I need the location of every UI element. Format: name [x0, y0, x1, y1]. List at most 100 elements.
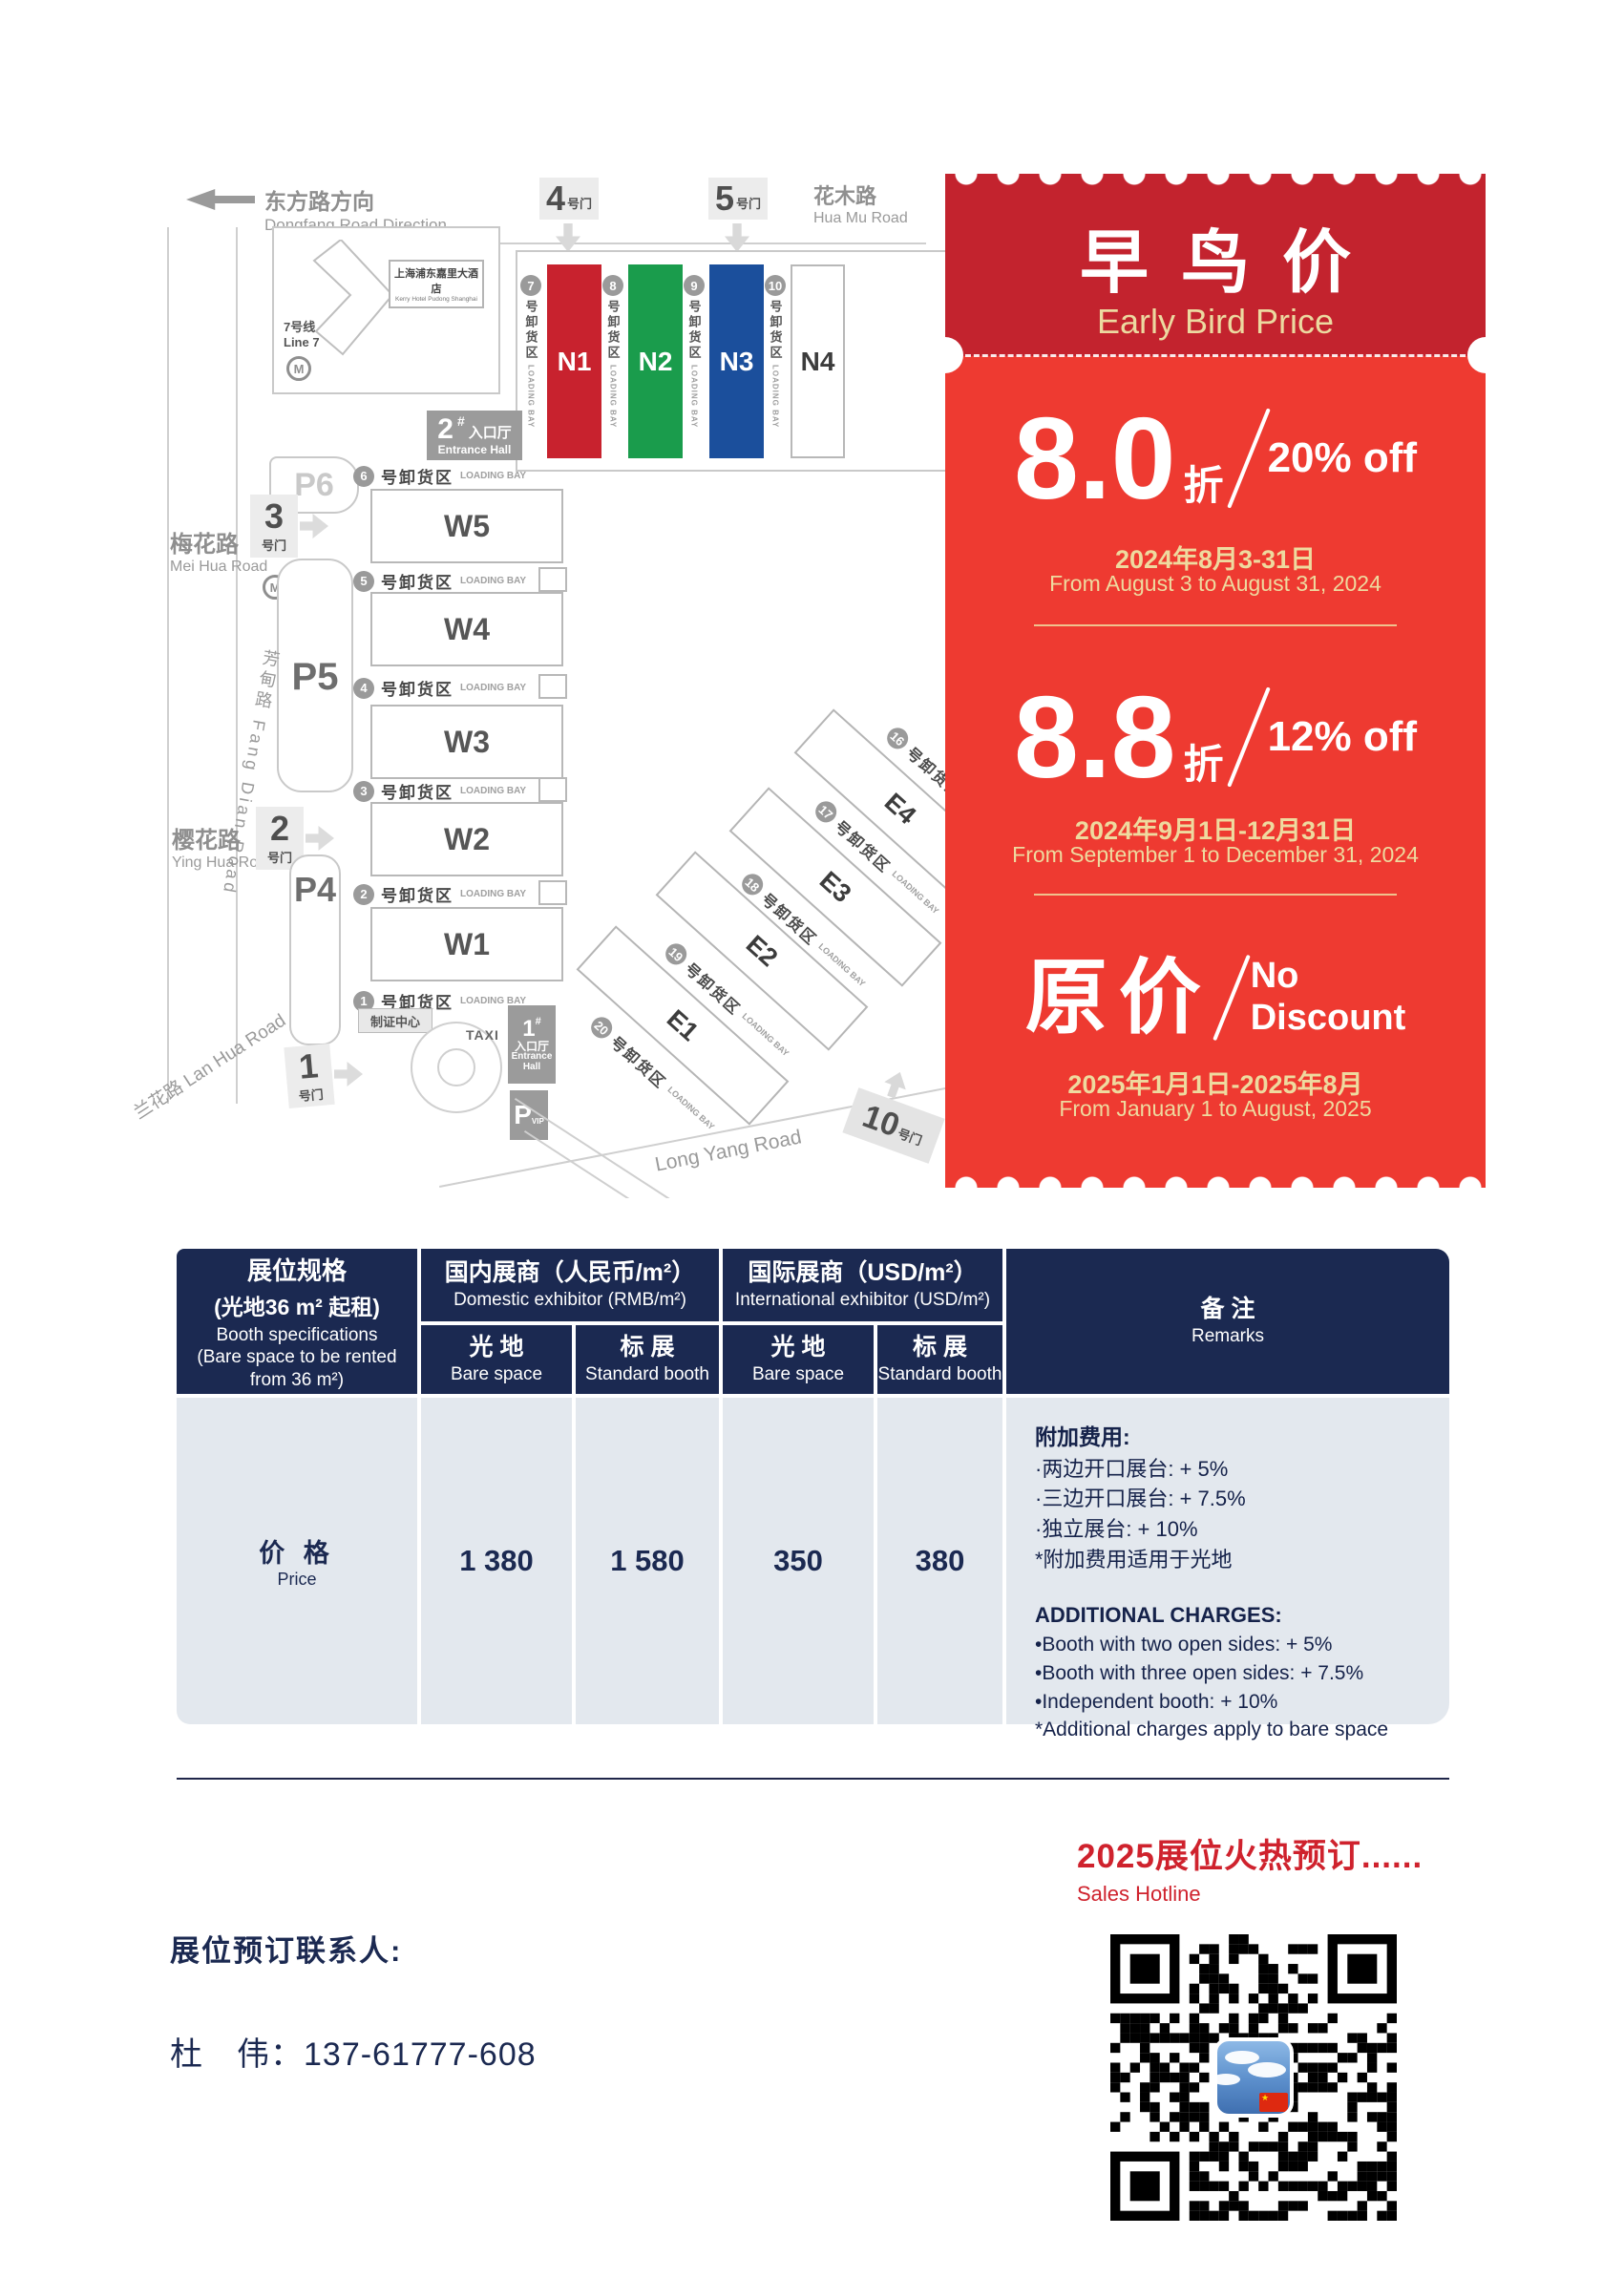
- price-label-zh: 价 格: [259, 1539, 335, 1568]
- remarks-zh-title: 附加费用:: [1035, 1424, 1130, 1449]
- hall-label: W3: [444, 724, 490, 759]
- loading-bay-1: 1 号卸货区 LOADING BAY: [353, 989, 526, 1013]
- tier2-date-zh: 2024年9月1日-12月31日: [1074, 816, 1357, 845]
- hall-label: W4: [444, 611, 490, 646]
- metro-line-zh: 7号线: [284, 320, 316, 334]
- parking-label: P4: [293, 870, 337, 909]
- metro-line-en: Line 7: [284, 334, 320, 349]
- gate-suffix: 号门: [567, 196, 593, 211]
- bay-label-zh: 号卸货区: [381, 784, 453, 802]
- entrance-row: 1 #: [522, 1015, 541, 1042]
- bay-number: 10: [765, 275, 786, 296]
- certificate-center: 制证中心: [358, 1008, 432, 1033]
- tier3-row: 原价 No Discount: [945, 945, 1486, 1050]
- early-bird-ticket: 早鸟价 Early Bird Price 8.0 折 20% off 2024年…: [927, 174, 1504, 1188]
- hall-w3: W3: [370, 705, 563, 779]
- sales-hotline-block: 2025展位火热预订...... Sales Hotline: [1077, 1829, 1423, 1907]
- loading-bay-2: 2 号卸货区 LOADING BAY: [353, 882, 526, 906]
- tier2-discount: 8.8: [1013, 672, 1176, 802]
- parking-vip-sub: VIP: [531, 1117, 544, 1127]
- bay-number: 5: [353, 570, 374, 592]
- subcol-en: Bare space: [450, 1363, 543, 1384]
- bay-number: 6: [353, 465, 374, 487]
- entrance-number: 2: [437, 412, 453, 445]
- bay-number: 4: [353, 677, 374, 699]
- ticket-scallop-top: [945, 174, 1486, 188]
- bay-number: 2: [353, 883, 374, 905]
- right-arrow-icon: [334, 1062, 363, 1086]
- tier3-no-discount: No Discount: [1251, 956, 1406, 1039]
- bay-label-en: LOADING BAY: [665, 1085, 717, 1132]
- hall-w1: W1: [370, 907, 563, 981]
- bay-label-zh: 号卸货区: [605, 300, 621, 361]
- gate-suffix: 号门: [298, 1086, 325, 1104]
- gate-5: 5 号门: [708, 178, 768, 220]
- hall-label: E1: [662, 1003, 705, 1046]
- remarks-en-item: •Booth with three open sides: + 7.5%: [1035, 1661, 1364, 1684]
- qr-code: ★: [1110, 1934, 1397, 2221]
- domestic-group-header: 国内展商（人民币/m²） Domestic exhibitor (RMB/m²): [421, 1249, 719, 1321]
- bay-label-en: LOADING BAY: [689, 365, 699, 429]
- remarks-header-cell: 备 注 Remarks: [1006, 1249, 1449, 1394]
- entrance-hash: #: [535, 1015, 541, 1027]
- hall-n3: N3: [709, 264, 764, 458]
- hotline-title-en: Sales Hotline: [1077, 1882, 1201, 1906]
- bay-label-en: LOADING BAY: [460, 683, 527, 693]
- hall-n2: N2: [628, 264, 683, 458]
- bay-label-zh: 号卸货区: [381, 574, 453, 592]
- subcol-en: Bare space: [751, 1363, 845, 1384]
- hall-n1: N1: [547, 264, 601, 458]
- ticket-title-zh: 早鸟价: [1079, 225, 1383, 302]
- taxi-label: TAXI: [466, 1027, 499, 1043]
- tier1-percent-off: 20% off: [1267, 434, 1418, 481]
- gate-2: 2 号门: [256, 807, 304, 870]
- bay-number: 19: [661, 939, 691, 969]
- tier2-row: 8.8 折 12% off: [945, 670, 1486, 804]
- hall-label: N2: [638, 346, 673, 376]
- qr-center-logo: ★: [1213, 2037, 1294, 2118]
- road-line: [353, 243, 926, 244]
- domestic-standard-header: 标 展 Standard booth: [576, 1325, 719, 1394]
- hall-label: W2: [444, 821, 490, 856]
- group-label-en: International exhibitor (USD/m²): [734, 1289, 991, 1310]
- remarks-en-item: •Booth with two open sides: + 5%: [1035, 1633, 1333, 1656]
- bay-number: 17: [811, 796, 841, 827]
- loading-bay-3: 3 号卸货区 LOADING BAY: [353, 779, 526, 803]
- tier3-date-en: From January 1 to August, 2025: [1059, 1096, 1372, 1121]
- road-label: 花木路: [813, 184, 877, 208]
- right-arrow-icon: [306, 826, 334, 851]
- gate-number: 1: [297, 1044, 320, 1086]
- road-line: [167, 227, 238, 1104]
- metro-line-label: 7号线 Line 7: [284, 320, 320, 349]
- remarks-en-item: *Additional charges apply to bare space: [1035, 1719, 1389, 1741]
- entrance-hall-2: 2 # 入口厅 Entrance Hall: [427, 411, 522, 460]
- tier2-percent-off: 12% off: [1267, 713, 1418, 760]
- entrance-number: 1: [522, 1015, 536, 1042]
- remarks-body-cell: 附加费用: ·两边开口展台: + 5% ·三边开口展台: + 7.5% ·独立展…: [1006, 1398, 1449, 1740]
- loading-bay-5: 5 号卸货区 LOADING BAY: [353, 569, 526, 593]
- remarks-en-item: •Independent booth: + 10%: [1035, 1690, 1278, 1713]
- cloud-icon: [1217, 2074, 1240, 2085]
- loading-bay-7: 7 号卸货区 LOADING BAY: [519, 275, 542, 428]
- gate-number: 3: [264, 496, 285, 536]
- remarks-zh-item: ·三边开口展台: + 7.5%: [1035, 1487, 1246, 1511]
- spec-line3: Booth specifications: [216, 1324, 378, 1345]
- down-arrow-icon: [725, 223, 749, 252]
- hotel-label: 上海浦东嘉里大酒店 Kerry Hotel Pudong Shanghai: [389, 260, 484, 308]
- bay-number: 8: [602, 275, 623, 296]
- road-label: 东方路方向: [264, 189, 374, 214]
- bay-label-zh: 号卸货区: [686, 300, 702, 361]
- bay-label-zh: 号卸货区: [381, 469, 453, 487]
- bay-number: 3: [353, 780, 374, 802]
- remarks-zh-item: ·两边开口展台: + 5%: [1035, 1456, 1229, 1481]
- hall-w4: W4: [370, 592, 563, 666]
- subcol-zh: 光 地: [469, 1334, 524, 1361]
- tier2-unit: 折: [1183, 742, 1224, 787]
- tier1-unit: 折: [1183, 463, 1224, 508]
- bay-label-en: LOADING BAY: [460, 471, 527, 481]
- remarks-zh-item: *附加费用适用于光地: [1035, 1548, 1233, 1572]
- bay-number: 20: [586, 1012, 617, 1043]
- tier1-date-zh: 2024年8月3-31日: [1114, 545, 1317, 574]
- bay-label-zh: 号卸货区: [768, 300, 783, 361]
- loading-bay-8: 8 号卸货区 LOADING BAY: [601, 275, 624, 428]
